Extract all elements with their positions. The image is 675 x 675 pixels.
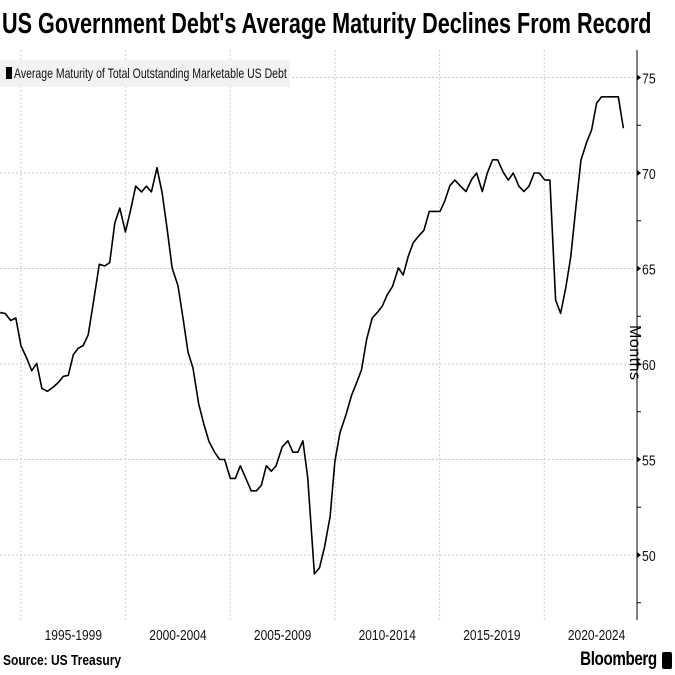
chart-title: US Government Debt's Average Maturity De…: [2, 8, 652, 40]
y-axis-title: Months: [626, 325, 643, 381]
x-tick-label: 2005-2009: [254, 627, 311, 644]
legend-label: Average Maturity of Total Outstanding Ma…: [14, 65, 287, 81]
bloomberg-logo-icon: [662, 652, 672, 669]
legend-swatch: [6, 67, 12, 79]
x-tick-label: 2000-2004: [149, 627, 207, 644]
x-tick-label: 1995-1999: [45, 627, 102, 644]
brand-logo-text: Bloomberg: [580, 649, 657, 670]
y-axis: 50 55 60 65 70 75: [636, 50, 656, 620]
source-note: Source: US Treasury: [3, 652, 122, 669]
x-tick-label: 2020-2024: [568, 627, 626, 644]
y-tick-mark: [637, 74, 641, 81]
legend: Average Maturity of Total Outstanding Ma…: [0, 60, 290, 87]
y-tick-mark: [637, 456, 641, 463]
x-axis-labels: 1995-1999 2000-2004 2005-2009 2010-2014 2015…: [45, 627, 626, 644]
series-line-average-maturity: [0, 96, 625, 575]
y-tick-label: 55: [642, 452, 656, 468]
y-tick-label: 50: [642, 548, 656, 564]
y-tick-mark: [637, 361, 641, 367]
y-tick-mark: [637, 170, 641, 176]
y-tick-label: 60: [642, 357, 656, 373]
gridlines: [0, 50, 637, 620]
y-tick-mark: [637, 265, 641, 272]
x-tick-label: 2010-2014: [359, 627, 417, 644]
x-tick-label: 2015-2019: [463, 627, 520, 644]
y-tick-label: 75: [642, 70, 656, 86]
y-tick-label: 65: [642, 261, 656, 277]
y-tick-label: 70: [642, 166, 656, 182]
y-tick-mark: [637, 552, 641, 558]
